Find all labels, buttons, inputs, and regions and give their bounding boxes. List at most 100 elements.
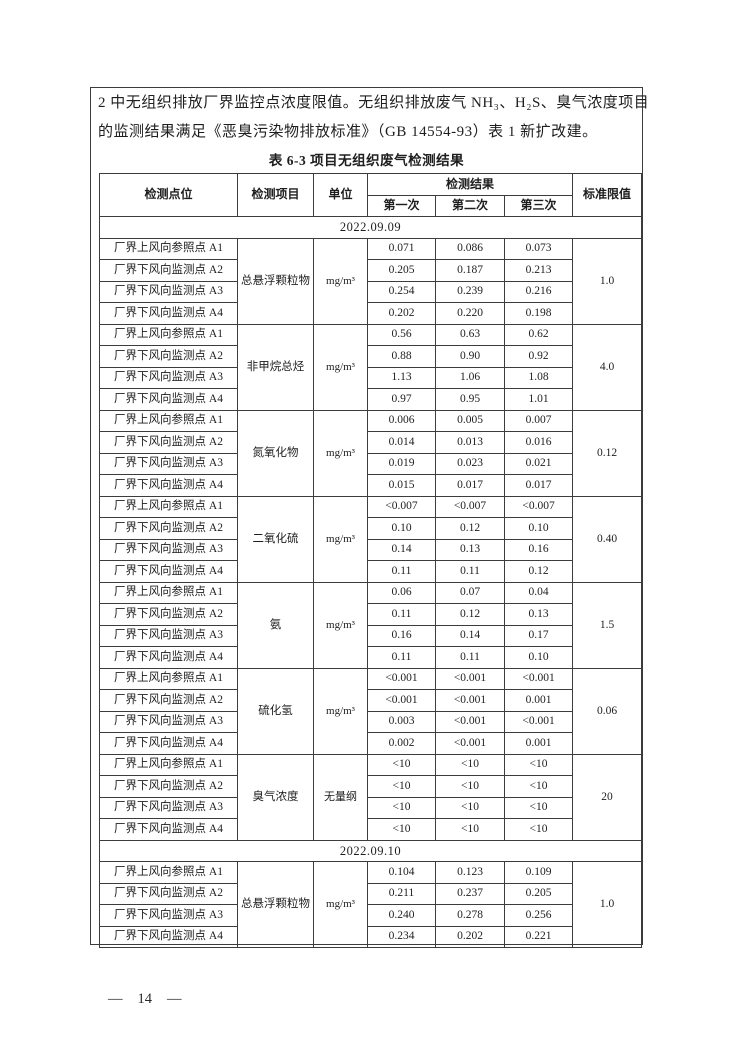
table-row: 厂界下风向监测点 A2 <0.001 <0.001 0.001	[99, 689, 642, 712]
result-cell-1: <0.001	[367, 689, 436, 712]
item-cell: 总悬浮颗粒物	[237, 237, 314, 325]
result-cell-2: <10	[435, 796, 505, 819]
limit-cell: 20	[572, 753, 643, 841]
header-point: 检测点位	[99, 173, 238, 217]
table-row: 厂界上风向参照点 A1 硫化氢 mg/m³ <0.001 <0.001 <0.001 0.0…	[99, 667, 643, 755]
result-cell-3: <0.001	[503, 667, 574, 690]
table-row: 厂界下风向监测点 A3 <10 <10 <10	[99, 796, 642, 819]
point-cell: 厂界下风向监测点 A4	[99, 474, 238, 497]
date-row: 2022.09.09	[98, 216, 643, 239]
result-cell-1: 0.06	[367, 581, 436, 604]
result-cell-2: 0.187	[435, 259, 505, 282]
result-cell-2: 0.63	[435, 323, 505, 346]
point-cell: 厂界下风向监测点 A4	[99, 925, 238, 948]
point-cell: 厂界下风向监测点 A4	[99, 302, 238, 325]
result-cell-1: 0.97	[367, 388, 436, 411]
unit-cell: mg/m³	[313, 409, 368, 497]
table-row: 厂界下风向监测点 A2 0.88 0.90 0.92	[99, 345, 642, 368]
result-cell-3: 0.001	[503, 732, 574, 755]
result-cell-2: 0.220	[435, 302, 505, 325]
result-cell-2: <10	[435, 818, 505, 841]
header-first: 第一次	[367, 194, 436, 217]
detection-table: 检测点位 检测项目 单位 检测结果 标准限值 第一次 第二次 第三次 2022.…	[98, 173, 643, 948]
point-cell: 厂界下风向监测点 A2	[99, 689, 238, 712]
header-results: 检测结果	[366, 173, 574, 196]
table-row: 厂界下风向监测点 A3 0.019 0.023 0.021	[99, 452, 642, 475]
intro-line-2: 的监测结果满足《恶臭污染物排放标准》（GB 14554-93）表 1 新扩改建。	[98, 124, 598, 140]
point-cell: 厂界下风向监测点 A3	[99, 624, 238, 647]
result-cell-2: 0.005	[435, 409, 505, 432]
result-cell-1: 0.071	[367, 237, 436, 260]
point-cell: 厂界上风向参照点 A1	[99, 323, 238, 346]
limit-cell: 0.06	[572, 667, 643, 755]
result-cell-3: 0.216	[503, 280, 574, 303]
point-cell: 厂界下风向监测点 A3	[99, 366, 238, 389]
result-cell-2: 0.07	[435, 581, 505, 604]
result-cell-1: 0.003	[367, 710, 436, 733]
point-cell: 厂界下风向监测点 A3	[99, 710, 238, 733]
table-row: 厂界下风向监测点 A2 0.11 0.12 0.13	[99, 603, 642, 626]
result-cell-1: 0.10	[367, 517, 436, 540]
result-cell-2: <0.001	[435, 732, 505, 755]
result-cell-3: 0.10	[503, 646, 574, 669]
intro-paragraph: 2 中无组织排放厂界监控点浓度限值。无组织排放废气 NH₃、H₂S、臭气浓度项目…	[91, 88, 650, 147]
result-cell-2: <10	[435, 775, 505, 798]
item-cell: 非甲烷总烃	[237, 323, 314, 411]
intro-line-1: 2 中无组织排放厂界监控点浓度限值。无组织排放废气 NH₃、H₂S、臭气浓度项目	[98, 95, 650, 111]
table-row: 厂界下风向监测点 A3 1.13 1.06 1.08	[99, 366, 642, 389]
footer-right-dash: —	[167, 991, 182, 1007]
table-row: 厂界下风向监测点 A3 0.14 0.13 0.16	[99, 538, 642, 561]
result-cell-2: 0.95	[435, 388, 505, 411]
result-cell-1: <10	[367, 775, 436, 798]
point-cell: 厂界上风向参照点 A1	[99, 581, 238, 604]
point-cell: 厂界下风向监测点 A2	[99, 603, 238, 626]
point-cell: 厂界下风向监测点 A2	[99, 431, 238, 454]
result-cell-3: 0.256	[503, 904, 574, 927]
result-cell-2: 0.12	[435, 603, 505, 626]
result-cell-1: <10	[367, 753, 436, 776]
point-cell: 厂界下风向监测点 A3	[99, 796, 238, 819]
point-cell: 厂界下风向监测点 A2	[99, 345, 238, 368]
result-cell-3: 1.01	[503, 388, 574, 411]
result-cell-1: 0.11	[367, 560, 436, 583]
table-row: 厂界下风向监测点 A2 0.014 0.013 0.016	[99, 431, 642, 454]
table-row: 厂界下风向监测点 A3 0.003 <0.001 <0.001	[99, 710, 642, 733]
result-cell-3: 0.16	[503, 538, 574, 561]
result-cell-2: 0.202	[435, 925, 505, 948]
result-cell-2: 0.239	[435, 280, 505, 303]
result-cell-2: <0.001	[435, 689, 505, 712]
result-cell-3: 0.04	[503, 581, 574, 604]
unit-cell: mg/m³	[313, 667, 368, 755]
result-cell-1: 0.14	[367, 538, 436, 561]
page-number: 14	[137, 991, 153, 1007]
result-cell-3: <10	[503, 818, 574, 841]
table-row: 厂界下风向监测点 A2 0.10 0.12 0.10	[99, 517, 642, 540]
result-cell-1: <0.007	[367, 495, 436, 518]
result-cell-2: 0.90	[435, 345, 505, 368]
table-row: 厂界上风向参照点 A1 总悬浮颗粒物 mg/m³ 0.071 0.086 0.073 1.0	[99, 237, 643, 325]
result-cell-3: 0.12	[503, 560, 574, 583]
header-third: 第三次	[503, 194, 574, 217]
result-cell-2: 0.123	[435, 861, 505, 884]
result-cell-1: 0.240	[367, 904, 436, 927]
header-item: 检测项目	[237, 173, 314, 217]
result-cell-2: 1.06	[435, 366, 505, 389]
table-row: 厂界上风向参照点 A1 二氧化硫 mg/m³ <0.007 <0.007 <0.007 0.…	[99, 495, 643, 583]
result-cell-1: 0.006	[367, 409, 436, 432]
result-cell-3: <10	[503, 775, 574, 798]
content-frame: 2 中无组织排放厂界监控点浓度限值。无组织排放废气 NH₃、H₂S、臭气浓度项目…	[90, 87, 650, 948]
result-cell-1: <10	[367, 818, 436, 841]
result-cell-2: 0.278	[435, 904, 505, 927]
point-cell: 厂界下风向监测点 A4	[99, 560, 238, 583]
item-cell: 硫化氢	[237, 667, 314, 755]
point-cell: 厂界下风向监测点 A3	[99, 280, 238, 303]
unit-cell: 无量纲	[313, 753, 368, 841]
point-cell: 厂界下风向监测点 A3	[99, 538, 238, 561]
header-second: 第二次	[435, 194, 505, 217]
unit-cell: mg/m³	[313, 861, 368, 948]
table-row: 厂界下风向监测点 A3 0.254 0.239 0.216	[99, 280, 642, 303]
footer-left-dash: —	[108, 991, 123, 1007]
limit-cell: 1.0	[572, 861, 643, 948]
table-row: 厂界下风向监测点 A3 0.240 0.278 0.256	[99, 904, 642, 927]
header-unit: 单位	[313, 173, 368, 217]
